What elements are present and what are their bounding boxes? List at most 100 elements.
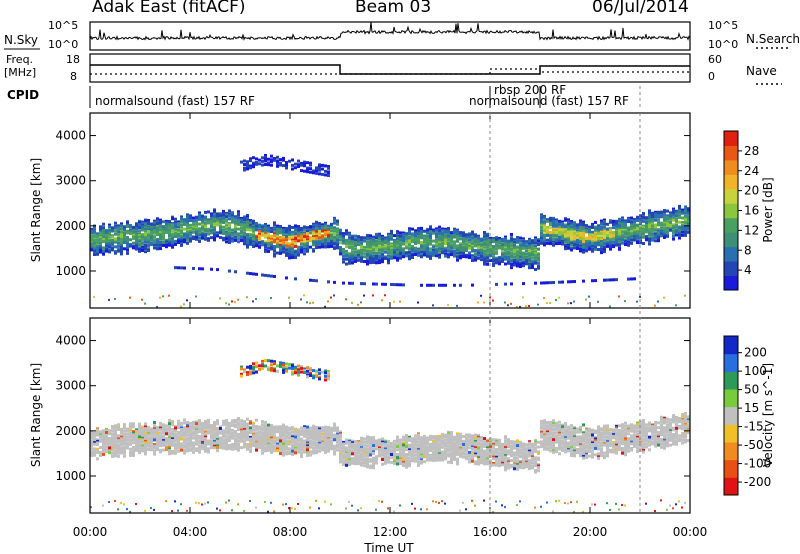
power-cell: [513, 246, 516, 250]
power-cell: [456, 247, 459, 251]
power-cell: [672, 237, 675, 241]
power-cell: [546, 302, 548, 305]
velocity-cell: [234, 444, 237, 448]
velocity-cell: [426, 453, 429, 457]
power-cell: [390, 245, 393, 249]
velocity-cell: [96, 441, 99, 445]
velocity-cell: [315, 428, 318, 432]
power-cell: [522, 246, 525, 250]
velocity-cell: [210, 439, 213, 443]
velocity-cell: [627, 424, 630, 428]
velocity-cell: [387, 459, 390, 463]
velocity-cell: [240, 435, 243, 439]
velocity-cell: [246, 422, 249, 426]
power-cell: [402, 231, 405, 235]
velocity-cell: [573, 433, 576, 437]
velocity-cell: [306, 433, 309, 437]
velocity-cell: [123, 434, 126, 438]
velocity-cell: [153, 430, 156, 434]
power-cell: [435, 251, 438, 255]
power-cell: [633, 227, 636, 231]
velocity-cell: [225, 441, 228, 445]
power-cell: [354, 239, 357, 243]
velocity-cell: [582, 456, 585, 460]
velocity-cell: [528, 462, 531, 466]
velocity-cell: [453, 443, 456, 447]
velocity-cell: [153, 443, 156, 447]
power-cell: [618, 217, 621, 221]
power-cell: [459, 237, 462, 241]
velocity-cell: [570, 439, 573, 443]
power-cell: [666, 234, 669, 238]
velocity-cell: [672, 442, 675, 446]
velocity-cell: [228, 437, 231, 441]
velocity-cell: [201, 426, 204, 430]
velocity-cell: [351, 444, 354, 448]
power-cell: [456, 253, 459, 257]
power-cell: [369, 238, 372, 242]
velocity-cell: [261, 365, 264, 369]
velocity-cell: [267, 445, 270, 449]
velocity-cell: [168, 428, 171, 432]
power-cell: [504, 257, 507, 261]
velocity-cell: [642, 447, 645, 451]
power-cell: [456, 238, 459, 242]
power-cell: [552, 223, 555, 227]
velocity-cell: [567, 444, 570, 448]
velocity-cell: [309, 429, 312, 433]
velocity-cell: [183, 432, 186, 436]
power-cell: [378, 259, 381, 263]
power-cell: [384, 241, 387, 245]
velocity-cell: [405, 454, 408, 458]
power-cell: [321, 227, 324, 231]
velocity-cell: [234, 442, 237, 446]
velocity-cell: [150, 440, 153, 444]
power-cell: [396, 257, 399, 261]
velocity-cell: [135, 439, 138, 443]
velocity-cell: [675, 503, 677, 506]
velocity-cell: [429, 437, 432, 441]
power-cell: [657, 212, 660, 216]
velocity-cell: [177, 438, 180, 442]
velocity-cell: [216, 442, 219, 446]
velocity-cell: [333, 428, 336, 432]
power-cell: [459, 232, 462, 236]
velocity-cell: [240, 425, 243, 429]
power-cell: [444, 237, 447, 241]
power-cell: [594, 228, 597, 232]
power-cell: [402, 239, 405, 243]
power-cell: [360, 258, 363, 262]
velocity-cell: [666, 430, 669, 434]
velocity-cell: [342, 455, 345, 459]
velocity-cell: [432, 443, 435, 447]
velocity-cell: [249, 450, 252, 454]
power-cell: [687, 230, 690, 234]
power-cell: [663, 231, 666, 235]
velocity-cell: [198, 441, 201, 445]
power-cell: [684, 232, 687, 236]
velocity-cell: [300, 445, 303, 449]
power-cell: [516, 305, 518, 308]
power-cell: [660, 210, 663, 214]
velocity-cell: [96, 430, 99, 434]
velocity-cell: [612, 428, 615, 432]
velocity-cell: [561, 423, 564, 427]
power-cell: [534, 244, 537, 248]
velocity-cell: [414, 450, 417, 454]
velocity-cell: [555, 423, 558, 427]
velocity-cell: [297, 437, 300, 441]
velocity-cell: [486, 443, 489, 447]
velocity-cell: [414, 507, 416, 510]
power-cell: [582, 245, 585, 249]
velocity-cell: [585, 430, 588, 434]
velocity-cell: [303, 445, 306, 449]
power-cell: [555, 220, 558, 224]
velocity-cell: [183, 443, 186, 447]
power-cell: [441, 230, 444, 234]
power-cell: [318, 234, 321, 238]
power-cell: [651, 229, 654, 233]
velocity-cell: [351, 461, 354, 465]
velocity-cell: [177, 441, 180, 445]
velocity-cell: [123, 451, 126, 455]
velocity-cell: [93, 433, 96, 437]
